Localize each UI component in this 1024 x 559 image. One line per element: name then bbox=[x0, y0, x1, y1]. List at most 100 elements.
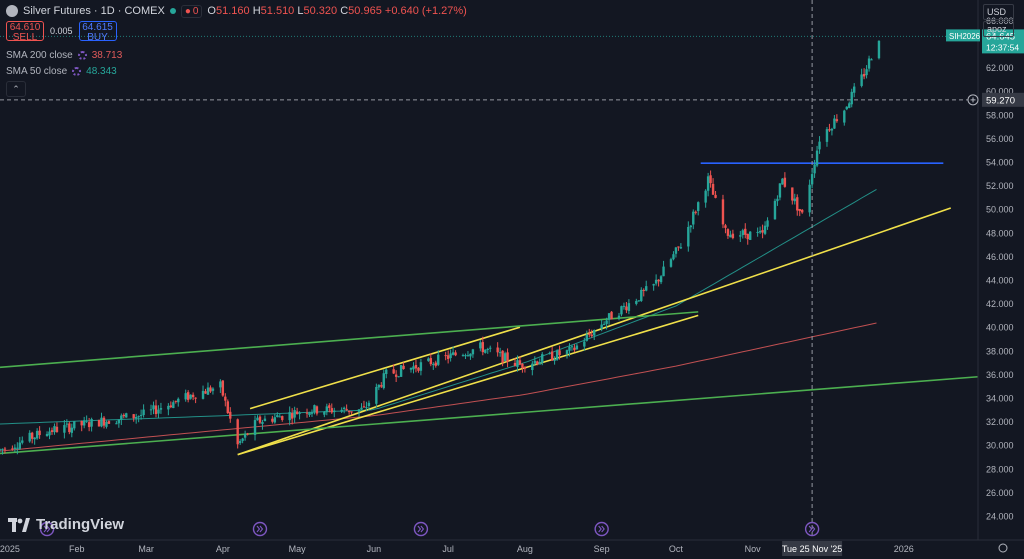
candle-body bbox=[825, 129, 829, 142]
candle-body bbox=[333, 410, 336, 413]
candle-body bbox=[446, 355, 450, 360]
candle-body bbox=[781, 178, 784, 185]
candle-body bbox=[697, 202, 700, 211]
candle-body bbox=[692, 211, 695, 225]
event-marker-arrow bbox=[417, 525, 425, 533]
trendline-yellow bbox=[249, 326, 521, 410]
price-tick-label: 30.000 bbox=[986, 441, 1014, 451]
candle-body bbox=[484, 349, 487, 353]
price-tick-label: 32.000 bbox=[986, 417, 1014, 427]
candle-body bbox=[305, 412, 309, 414]
time-tick-label: May bbox=[289, 544, 307, 554]
candle-body bbox=[558, 350, 561, 356]
indicator-settings-icon[interactable] bbox=[77, 51, 87, 60]
candle-body bbox=[531, 363, 534, 371]
candle-body bbox=[186, 392, 190, 400]
candle-body bbox=[258, 416, 262, 423]
time-tick-label: Feb bbox=[69, 544, 85, 554]
alert-badge[interactable]: ● 0 bbox=[180, 4, 203, 18]
candle-body bbox=[261, 421, 264, 424]
candle-body bbox=[600, 324, 603, 329]
candle-body bbox=[659, 276, 663, 283]
collapse-legend-button[interactable]: ⌃ bbox=[6, 81, 26, 97]
candle-body bbox=[340, 409, 343, 412]
candle-body bbox=[419, 362, 423, 371]
candle-body bbox=[397, 376, 400, 378]
candle-body bbox=[783, 177, 787, 187]
countdown-label: 12:37:54 bbox=[986, 42, 1019, 52]
candle-body bbox=[672, 254, 675, 260]
price-tick-label: 48.000 bbox=[986, 228, 1014, 238]
candle-body bbox=[30, 432, 34, 439]
candle-body bbox=[865, 69, 868, 76]
price-tick-label: 38.000 bbox=[986, 346, 1014, 356]
currency-selector[interactable]: USD bbox=[983, 4, 1014, 20]
trade-buttons: 64.610 SELL 0.005 64.615 BUY bbox=[6, 21, 117, 43]
chart-legend: Silver Futures · 1D · COMEX ● 0 O51.160 H… bbox=[6, 4, 467, 18]
candle-body bbox=[590, 334, 593, 337]
indicator-settings-icon[interactable] bbox=[72, 67, 82, 76]
candle-body bbox=[172, 402, 175, 409]
candle-body bbox=[637, 300, 640, 302]
candle-body bbox=[642, 289, 645, 291]
candle-body bbox=[513, 362, 517, 366]
candle-body bbox=[796, 197, 799, 211]
candle-body bbox=[724, 225, 727, 228]
scale-mode-selector[interactable]: apoz bbox=[983, 21, 1014, 37]
candle-body bbox=[741, 230, 744, 236]
candle-body bbox=[437, 354, 440, 365]
crosshair-date-label: Tue 25 Nov '25 bbox=[782, 544, 842, 554]
candle-body bbox=[82, 420, 86, 426]
candle-body bbox=[246, 433, 249, 435]
candle-body bbox=[18, 442, 22, 449]
candle-body bbox=[798, 209, 801, 212]
sell-button[interactable]: 64.610 SELL bbox=[6, 21, 44, 43]
candle-body bbox=[694, 211, 697, 213]
candle-body bbox=[726, 229, 730, 236]
candle-body bbox=[489, 347, 492, 349]
candle-body bbox=[45, 433, 49, 437]
price-axis[interactable]: 66.00064.00062.00060.00058.00056.00054.0… bbox=[946, 0, 1024, 540]
candle-body bbox=[132, 414, 135, 419]
buy-button[interactable]: 64.615 BUY bbox=[78, 21, 117, 43]
price-tick-label: 44.000 bbox=[986, 276, 1014, 286]
candle-body bbox=[793, 198, 796, 202]
candle-body bbox=[105, 421, 108, 427]
time-tick-label: Aug bbox=[517, 544, 533, 554]
candle-body bbox=[749, 231, 752, 240]
candle-body bbox=[298, 412, 301, 414]
time-tick-label: Jun bbox=[367, 544, 382, 554]
event-marker-icon bbox=[252, 521, 268, 537]
market-open-icon bbox=[169, 8, 176, 14]
symbol-title[interactable]: Silver Futures · 1D · COMEX bbox=[23, 5, 165, 17]
candle-body bbox=[350, 411, 353, 413]
event-marker-icon bbox=[39, 521, 55, 537]
candle-body bbox=[731, 233, 735, 239]
candle-body bbox=[654, 279, 658, 284]
candle-body bbox=[53, 426, 56, 433]
indicator-sma50[interactable]: SMA 50 close 48.343 bbox=[6, 66, 117, 77]
time-tick-label: 2025 bbox=[0, 544, 20, 554]
candle-body bbox=[328, 405, 331, 408]
candle-body bbox=[778, 183, 782, 198]
candle-body bbox=[553, 359, 556, 361]
candle-body bbox=[481, 342, 485, 353]
candle-body bbox=[766, 220, 769, 227]
candle-body bbox=[860, 74, 863, 86]
sma200-line bbox=[0, 322, 877, 452]
candle-body bbox=[610, 311, 613, 320]
candle-body bbox=[209, 387, 212, 392]
indicator-sma200[interactable]: SMA 200 close 38.713 bbox=[6, 50, 123, 61]
time-tick-label: Mar bbox=[138, 544, 154, 554]
candle-body bbox=[830, 128, 834, 131]
candle-body bbox=[677, 246, 680, 248]
candle-body bbox=[330, 408, 333, 413]
time-axis[interactable]: 2025 Feb Mar Apr May Jun Jul Aug Sep Oct Nov 2026 Tu… bbox=[0, 539, 1024, 559]
candle-body bbox=[184, 393, 187, 400]
candle-body bbox=[243, 433, 247, 438]
candle-body bbox=[454, 352, 457, 356]
candle-body bbox=[593, 329, 596, 336]
candle-body bbox=[308, 412, 311, 416]
candle-body bbox=[808, 184, 811, 213]
